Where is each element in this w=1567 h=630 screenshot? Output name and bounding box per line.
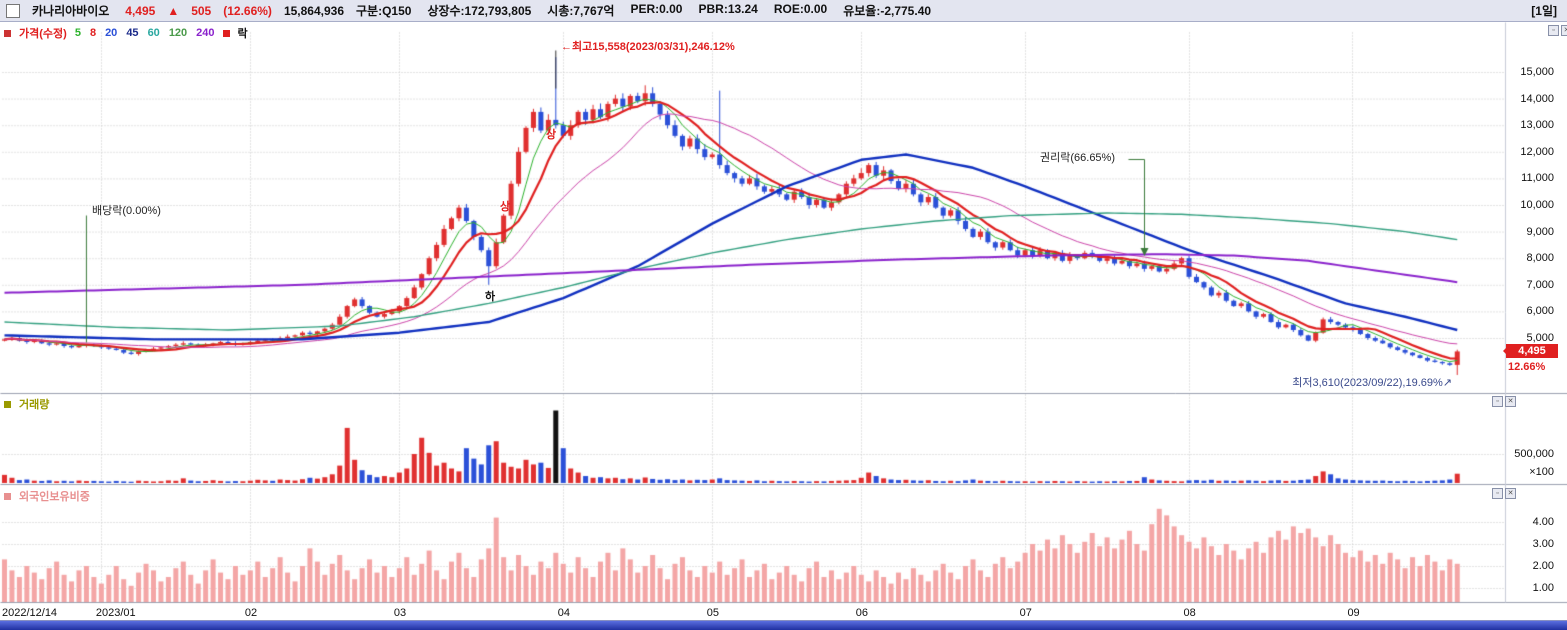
pane-restore-button[interactable]: ▫: [1492, 396, 1503, 407]
foreign-axis-label: 3.00: [1532, 538, 1554, 550]
stock-stats: 구분:Q150 상장수:172,793,805 시총:7,767억 PER:0.00 P…: [356, 2, 931, 19]
stock-name: 카나리아바이오: [32, 4, 110, 18]
header-stat: ROE:0.00: [773, 2, 828, 16]
foreign-pane-buttons: ▫ ✕: [1492, 488, 1516, 499]
day-volume: 15,864,936: [283, 3, 344, 18]
header-stat: PER:0.00: [630, 2, 683, 16]
header-stat: 구분:Q150: [356, 4, 412, 18]
pane-restore-button[interactable]: ▫: [1548, 25, 1559, 36]
change-value: 505: [191, 3, 212, 18]
price-axis-label: 14,000: [1520, 92, 1554, 105]
price-pane-legend: 가격(수정) 5 8 20 45 60 120 240 락: [4, 25, 248, 41]
annotation-high: ←최고15,558(2023/03/31),246.12%: [561, 41, 735, 53]
high-arrow-icon: ←: [561, 41, 572, 53]
horizontal-scrollbar[interactable]: [0, 620, 1567, 630]
lock-icon: [222, 29, 230, 37]
pane-close-button[interactable]: ✕: [1561, 25, 1567, 36]
foreign-axis-label: 4.00: [1532, 516, 1554, 528]
x-axis-tick-label: 05: [706, 607, 719, 619]
price-axis-label: 7,000: [1526, 278, 1554, 291]
x-axis-tick-label: 02: [244, 607, 258, 619]
x-axis-tick-label: 04: [557, 607, 570, 619]
current-price-arrow-icon: [1498, 346, 1508, 356]
volume-axis-label: 500,000: [1514, 448, 1554, 460]
volume-unit-label: ×100: [1529, 466, 1554, 478]
volume-legend-icon: [4, 400, 11, 408]
change-arrow-icon: ▲: [167, 3, 180, 18]
pane-restore-button[interactable]: ▫: [1492, 488, 1503, 499]
header-stat: 유보율:-2,775.40: [843, 4, 932, 18]
x-axis-tick-label: 07: [1019, 607, 1032, 619]
price-axis-label: 12,000: [1520, 145, 1554, 158]
annotation-dividend: 배당락(0.00%): [92, 205, 161, 217]
lock-label: 락: [237, 28, 248, 40]
ma-token[interactable]: 60: [147, 27, 160, 39]
x-axis-tick-label: 08: [1183, 607, 1196, 619]
price-axis-label: 11,000: [1521, 172, 1554, 185]
foreign-axis-label: 2.00: [1532, 560, 1554, 572]
volume-pane-buttons: ▫ ✕: [1492, 396, 1516, 407]
header-stat: PBR:13.24: [698, 2, 758, 16]
pane-close-button[interactable]: ✕: [1505, 488, 1516, 499]
limit-up-label: 상: [500, 201, 511, 213]
price-axis-label: 5,000: [1526, 332, 1554, 344]
limit-up-label: 상: [546, 129, 557, 141]
price-axis-label: 15,000: [1520, 66, 1554, 78]
price-axis-label: 8,000: [1526, 252, 1554, 265]
ma-token[interactable]: 5: [74, 27, 81, 39]
foreign-axis-label: 1.00: [1532, 582, 1554, 594]
price-axis-label: 10,000: [1520, 199, 1554, 211]
change-percent: (12.66%): [223, 3, 272, 18]
annotation-rights: 권리락(66.65%): [1040, 152, 1115, 164]
ma-token[interactable]: 120: [168, 27, 188, 39]
x-axis-tick-label: 2022/12/14: [2, 607, 58, 619]
ma-token[interactable]: 20: [105, 27, 118, 39]
x-axis-tick-label: 09: [1347, 607, 1360, 619]
pane-close-button[interactable]: ✕: [1505, 396, 1516, 407]
ma-token[interactable]: 45: [126, 27, 139, 39]
volume-legend-title: 거래량: [19, 399, 50, 411]
chart-area: 가격(수정) 5 8 20 45 60 120 240 락 ▫ ✕ ▫ ✕ ▫ ✕ 거래량 …: [0, 22, 1567, 630]
price-axis-label: 9,000: [1526, 225, 1554, 238]
volume-pane-legend: 거래량: [4, 396, 49, 412]
foreign-legend-title: 외국인보유비중: [19, 491, 90, 503]
limit-down-label: 하: [485, 291, 496, 303]
chart-canvas[interactable]: [0, 22, 1567, 620]
price-legend-icon: [4, 29, 11, 37]
current-price-badge: 4,495: [1506, 344, 1558, 358]
x-axis-tick-label: 06: [855, 607, 868, 619]
ma-token[interactable]: 8: [89, 27, 97, 39]
header-stat: 시총:7,767억: [547, 4, 615, 18]
current-price: 4,495: [125, 3, 156, 18]
x-axis-tick-label: 2023/01: [95, 607, 136, 619]
foreign-pane-legend: 외국인보유비중: [4, 488, 90, 504]
header-stat: 상장수:172,793,805: [427, 4, 532, 18]
stock-select-checkbox[interactable]: [6, 3, 20, 18]
annotation-low: 최저3,610(2023/09/22),19.69%↗: [1292, 377, 1452, 389]
ma-token[interactable]: 240: [196, 27, 215, 39]
period-label[interactable]: [1일]: [1531, 4, 1557, 18]
stock-header: 카나리아바이오 4,495 ▲ 505 (12.66%) 15,864,936 …: [0, 0, 1567, 22]
ma-period-tokens: 5 8 20 45 60 120 240: [75, 27, 215, 39]
price-legend-title: 가격(수정): [19, 28, 67, 40]
price-axis-label: 6,000: [1526, 305, 1554, 318]
low-arrow-icon: ↗: [1442, 377, 1452, 389]
price-pane-buttons: ▫ ✕: [1548, 25, 1567, 36]
current-change-percent: 12.66%: [1508, 361, 1546, 373]
price-axis-label: 13,000: [1520, 119, 1554, 132]
foreign-legend-icon: [4, 492, 11, 500]
x-axis-tick-label: 03: [393, 607, 407, 619]
